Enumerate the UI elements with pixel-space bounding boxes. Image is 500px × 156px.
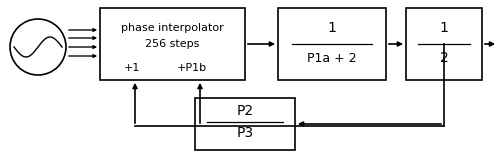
Text: 1: 1 — [328, 21, 336, 35]
Bar — [406, 8, 482, 80]
Text: +1: +1 — [124, 63, 140, 73]
Text: P2: P2 — [236, 104, 254, 118]
Bar — [195, 98, 295, 150]
Bar — [100, 8, 245, 80]
Text: phase interpolator: phase interpolator — [120, 23, 224, 33]
Text: P3: P3 — [236, 126, 254, 140]
Text: +P1b: +P1b — [177, 63, 207, 73]
Text: 256 steps: 256 steps — [145, 39, 199, 49]
Text: 2: 2 — [440, 51, 448, 65]
Bar — [278, 8, 386, 80]
Text: P1a + 2: P1a + 2 — [307, 51, 357, 64]
Text: 1: 1 — [440, 21, 448, 35]
